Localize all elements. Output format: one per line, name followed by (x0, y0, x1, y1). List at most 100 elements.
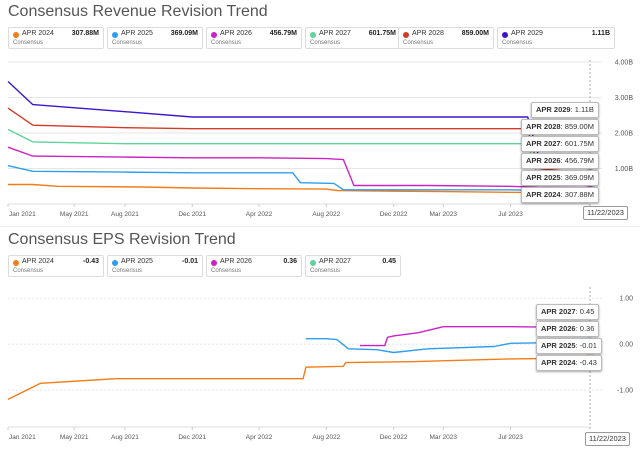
legend-sub: Consensus (310, 40, 341, 46)
revenue-tooltip-apr-2025: APR 2025: 369.09M (521, 170, 599, 186)
x-tick-label: Aug 2021 (111, 211, 139, 218)
revenue-tooltip-apr-2028: APR 2028: 859.00M (521, 119, 599, 135)
legend-label: APR 2028 (412, 30, 444, 37)
legend-value: -0.43 (83, 258, 99, 265)
series-line (7, 165, 591, 192)
eps-chart-title: Consensus EPS Revision Trend (8, 231, 236, 248)
eps-tooltip-apr-2025: APR 2025: -0.01 (536, 338, 602, 354)
revenue-tooltip-apr-2029: APR 2029: 1.11B (531, 102, 599, 118)
tooltip-value: 0.36 (579, 324, 595, 333)
legend-sub: Consensus (502, 40, 533, 46)
y-tick-label: 1.00B (615, 166, 634, 173)
series-line (7, 80, 591, 166)
legend-value: 0.36 (283, 258, 297, 265)
legend-label: APR 2027 (319, 258, 351, 265)
eps-legend: APR 2024 -0.43 Consensus APR 2025 -0.01 … (0, 255, 640, 279)
x-tick-label: Dec 2021 (178, 434, 206, 441)
legend-value: 0.45 (382, 258, 396, 265)
revenue-legend: APR 2024 307.88M Consensus APR 2025 369.… (0, 27, 640, 51)
legend-sub: Consensus (211, 268, 242, 274)
tooltip-label: APR 2027 (541, 307, 576, 316)
x-tick-label: Jan 2021 (9, 434, 36, 441)
legend-dot (211, 260, 217, 266)
tooltip-label: APR 2025 (541, 341, 576, 350)
x-tick-label: Mar 2023 (430, 434, 458, 441)
legend-value: 369.09M (170, 30, 198, 37)
revenue-legend-apr-2027[interactable]: APR 2027 601.75M Consensus (305, 27, 401, 49)
legend-label: APR 2027 (319, 30, 351, 37)
x-tick-label: Jul 2023 (498, 211, 523, 218)
legend-label: APR 2026 (220, 30, 252, 37)
series-line (7, 107, 591, 175)
tooltip-label: APR 2026 (541, 324, 576, 333)
legend-sub: Consensus (403, 40, 434, 46)
revenue-legend-apr-2029[interactable]: APR 2029 1.11B Consensus (497, 27, 615, 49)
legend-label: APR 2026 (220, 258, 252, 265)
x-tick-label: May 2021 (60, 434, 89, 441)
tooltip-value: 1.11B (574, 105, 594, 114)
y-tick-label: 4.00B (615, 60, 634, 67)
legend-sub: Consensus (211, 40, 242, 46)
tooltip-value: 369.09M (564, 173, 594, 182)
tooltip-value: 307.88M (564, 190, 594, 199)
legend-label: APR 2024 (22, 258, 54, 265)
x-tick-label: May 2021 (60, 211, 89, 218)
tooltip-label: APR 2024 (526, 190, 561, 199)
x-tick-label: Apr 2022 (246, 211, 273, 218)
legend-value: 456.79M (269, 30, 297, 37)
legend-dot (211, 32, 217, 38)
eps-legend-apr-2026[interactable]: APR 2026 0.36 Consensus (206, 255, 302, 277)
legend-value: -0.01 (182, 258, 198, 265)
y-tick-label: 2.00B (615, 131, 634, 138)
tooltip-value: 859.00M (564, 122, 594, 131)
eps-legend-apr-2027[interactable]: APR 2027 0.45 Consensus (305, 255, 401, 277)
y-tick-label: 0.00 (619, 342, 633, 349)
tooltip-label: APR 2025 (526, 173, 561, 182)
revenue-legend-apr-2026[interactable]: APR 2026 456.79M Consensus (206, 27, 302, 49)
legend-dot (310, 260, 316, 266)
legend-sub: Consensus (310, 268, 341, 274)
eps-tooltip-apr-2024: APR 2024: -0.43 (536, 355, 602, 371)
legend-sub: Consensus (13, 268, 44, 274)
legend-sub: Consensus (112, 268, 143, 274)
eps-hover-date: 11/22/2023 (585, 432, 630, 446)
tooltip-label: APR 2027 (526, 139, 561, 148)
revenue-legend-apr-2028[interactable]: APR 2028 859.00M Consensus (398, 27, 494, 49)
legend-dot (502, 32, 508, 38)
x-tick-label: Dec 2022 (380, 434, 408, 441)
eps-tooltip-apr-2027: APR 2027: 0.45 (536, 304, 600, 320)
tooltip-value: 456.79M (564, 156, 594, 165)
tooltip-label: APR 2024 (541, 358, 576, 367)
eps-legend-apr-2024[interactable]: APR 2024 -0.43 Consensus (8, 255, 104, 277)
x-tick-label: Aug 2022 (312, 434, 340, 441)
eps-panel: Consensus EPS Revision Trend APR 2024 -0… (0, 227, 640, 450)
x-tick-label: Aug 2021 (111, 434, 139, 441)
legend-value: 601.75M (368, 30, 396, 37)
revenue-legend-apr-2025[interactable]: APR 2025 369.09M Consensus (107, 27, 203, 49)
legend-value: 1.11B (591, 30, 610, 37)
tooltip-value: -0.43 (579, 358, 597, 367)
tooltip-value: -0.01 (579, 341, 597, 350)
revenue-tooltip-apr-2027: APR 2027: 601.75M (521, 136, 599, 152)
x-tick-label: Dec 2021 (178, 211, 206, 218)
revenue-panel: Consensus Revenue Revision Trend APR 202… (0, 3, 640, 220)
series-line (360, 325, 591, 347)
x-tick-label: Jan 2021 (9, 211, 36, 218)
tooltip-label: APR 2026 (526, 156, 561, 165)
tooltip-value: 0.45 (579, 307, 595, 316)
legend-value: 859.00M (461, 30, 489, 37)
eps-legend-apr-2025[interactable]: APR 2025 -0.01 Consensus (107, 255, 203, 277)
legend-label: APR 2025 (121, 258, 153, 265)
legend-dot (13, 32, 19, 38)
y-tick-label: -1.00 (617, 388, 633, 395)
tooltip-value: 601.75M (564, 139, 594, 148)
legend-label: APR 2029 (511, 30, 543, 37)
tooltip-label: APR 2028 (526, 122, 561, 131)
revenue-hover-date: 11/22/2023 (583, 206, 628, 220)
tooltip-label: APR 2029 (536, 105, 571, 114)
y-tick-label: 1.00 (619, 296, 633, 303)
x-tick-label: Mar 2023 (430, 211, 458, 218)
revenue-legend-apr-2024[interactable]: APR 2024 307.88M Consensus (8, 27, 104, 49)
legend-sub: Consensus (112, 40, 143, 46)
series-line (7, 146, 591, 189)
